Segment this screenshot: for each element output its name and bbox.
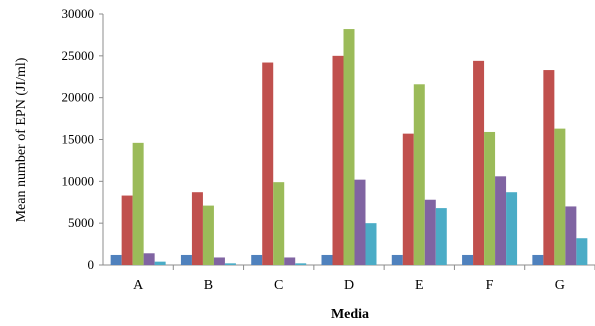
bar-F-series-4 (495, 176, 507, 265)
bar-E-series-4 (424, 199, 436, 265)
x-tick-label-D: D (344, 278, 354, 293)
x-tick-group: A B C D E F G (133, 265, 595, 293)
bar-group (110, 29, 588, 266)
bar-B-series-5 (224, 263, 236, 265)
bar-G-series-2 (543, 70, 555, 265)
bar-A-series-3 (132, 142, 144, 265)
bar-G-series-5 (576, 238, 588, 265)
x-tick-label-C: C (274, 278, 283, 293)
bar-A-series-5 (154, 261, 166, 265)
bar-F-series-3 (484, 131, 496, 265)
bar-A-series-4 (143, 253, 155, 265)
x-tick-label-G: G (555, 278, 565, 293)
bar-G-series-3 (554, 128, 566, 265)
bar-E-series-5 (435, 208, 447, 265)
bar-B-series-2 (191, 192, 203, 265)
bar-B-series-4 (213, 257, 225, 265)
y-tick-label: 20000 (62, 90, 95, 105)
y-tick-label: 30000 (62, 6, 95, 21)
x-axis-title: Media (331, 307, 369, 322)
bar-G-series-1 (532, 254, 544, 265)
bar-F-series-2 (473, 60, 485, 265)
bar-D-series-4 (354, 179, 366, 265)
x-axis: A B C D E F G (103, 264, 595, 293)
bar-D-series-1 (321, 254, 333, 265)
y-axis: 0 5000 10000 15000 20000 25000 30000 (62, 6, 104, 272)
bar-F-series-1 (462, 254, 474, 265)
bar-B-series-3 (202, 205, 214, 265)
bar-E-series-1 (391, 254, 403, 265)
bar-C-series-1 (251, 254, 263, 265)
y-axis-title: Mean number of EPN (JI/ml) (14, 57, 29, 222)
bar-C-series-2 (262, 62, 274, 265)
y-tick-label: 0 (88, 257, 95, 272)
bar-D-series-5 (365, 223, 377, 265)
bar-G-series-4 (565, 206, 577, 265)
bar-B-series-1 (180, 254, 192, 265)
bar-D-series-2 (332, 55, 344, 266)
bar-F-series-5 (506, 192, 518, 265)
bar-E-series-3 (413, 84, 425, 265)
bar-C-series-3 (273, 182, 285, 265)
y-tick-label: 10000 (62, 173, 95, 188)
bar-C-series-4 (284, 257, 296, 265)
bar-E-series-2 (402, 133, 414, 265)
y-tick-label: 5000 (68, 215, 94, 230)
y-tick-group: 0 5000 10000 15000 20000 25000 30000 (62, 6, 103, 272)
x-tick-label-B: B (204, 278, 213, 293)
y-tick-label: 25000 (62, 48, 95, 63)
bar-A-series-1 (110, 254, 122, 265)
x-tick-label-A: A (133, 278, 144, 293)
x-tick-label-F: F (486, 278, 494, 293)
bar-C-series-5 (295, 263, 307, 265)
y-tick-label: 15000 (62, 132, 95, 147)
bar-A-series-2 (121, 195, 133, 265)
x-tick-label-E: E (415, 278, 424, 293)
bar-D-series-3 (343, 29, 355, 266)
